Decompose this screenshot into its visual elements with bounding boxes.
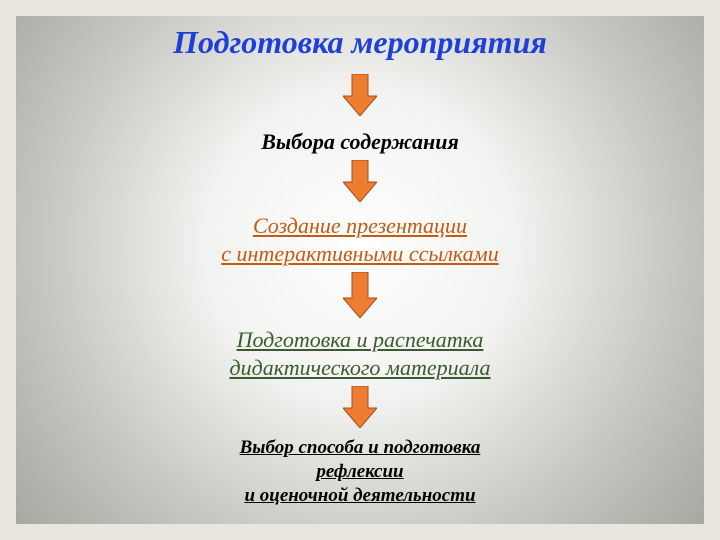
flow-step: Выбор способа и подготовка рефлексии и оц… <box>16 436 704 507</box>
flow-step-line: Выбор способа и подготовка <box>240 437 481 458</box>
slide-title: Подготовка мероприятия <box>16 24 704 61</box>
flow-step-line: Подготовка и распечатка <box>237 327 484 352</box>
flow-step: Подготовка и распечатка дидактического ма… <box>16 326 704 381</box>
slide: Подготовка мероприятия Выбора содержания… <box>16 16 704 524</box>
flow-step-line: Создание презентации <box>253 213 467 238</box>
arrow-down-icon <box>343 74 377 116</box>
flow-step-line: дидактического материала <box>230 355 491 380</box>
arrow-down-icon <box>343 386 377 428</box>
slide-outer: Подготовка мероприятия Выбора содержания… <box>0 0 720 540</box>
flow-step: Создание презентации с интерактивными ссы… <box>16 212 704 267</box>
arrow-down-icon <box>343 160 377 202</box>
flow-step-line: и оценочной деятельности <box>244 485 475 506</box>
arrow-down-icon <box>343 272 377 318</box>
flow-step-line: с интерактивными ссылками <box>221 241 498 266</box>
flow-step: Выбора содержания <box>16 128 704 156</box>
flow-step-line: рефлексии <box>316 461 403 482</box>
flow-step-line: Выбора содержания <box>261 129 459 154</box>
